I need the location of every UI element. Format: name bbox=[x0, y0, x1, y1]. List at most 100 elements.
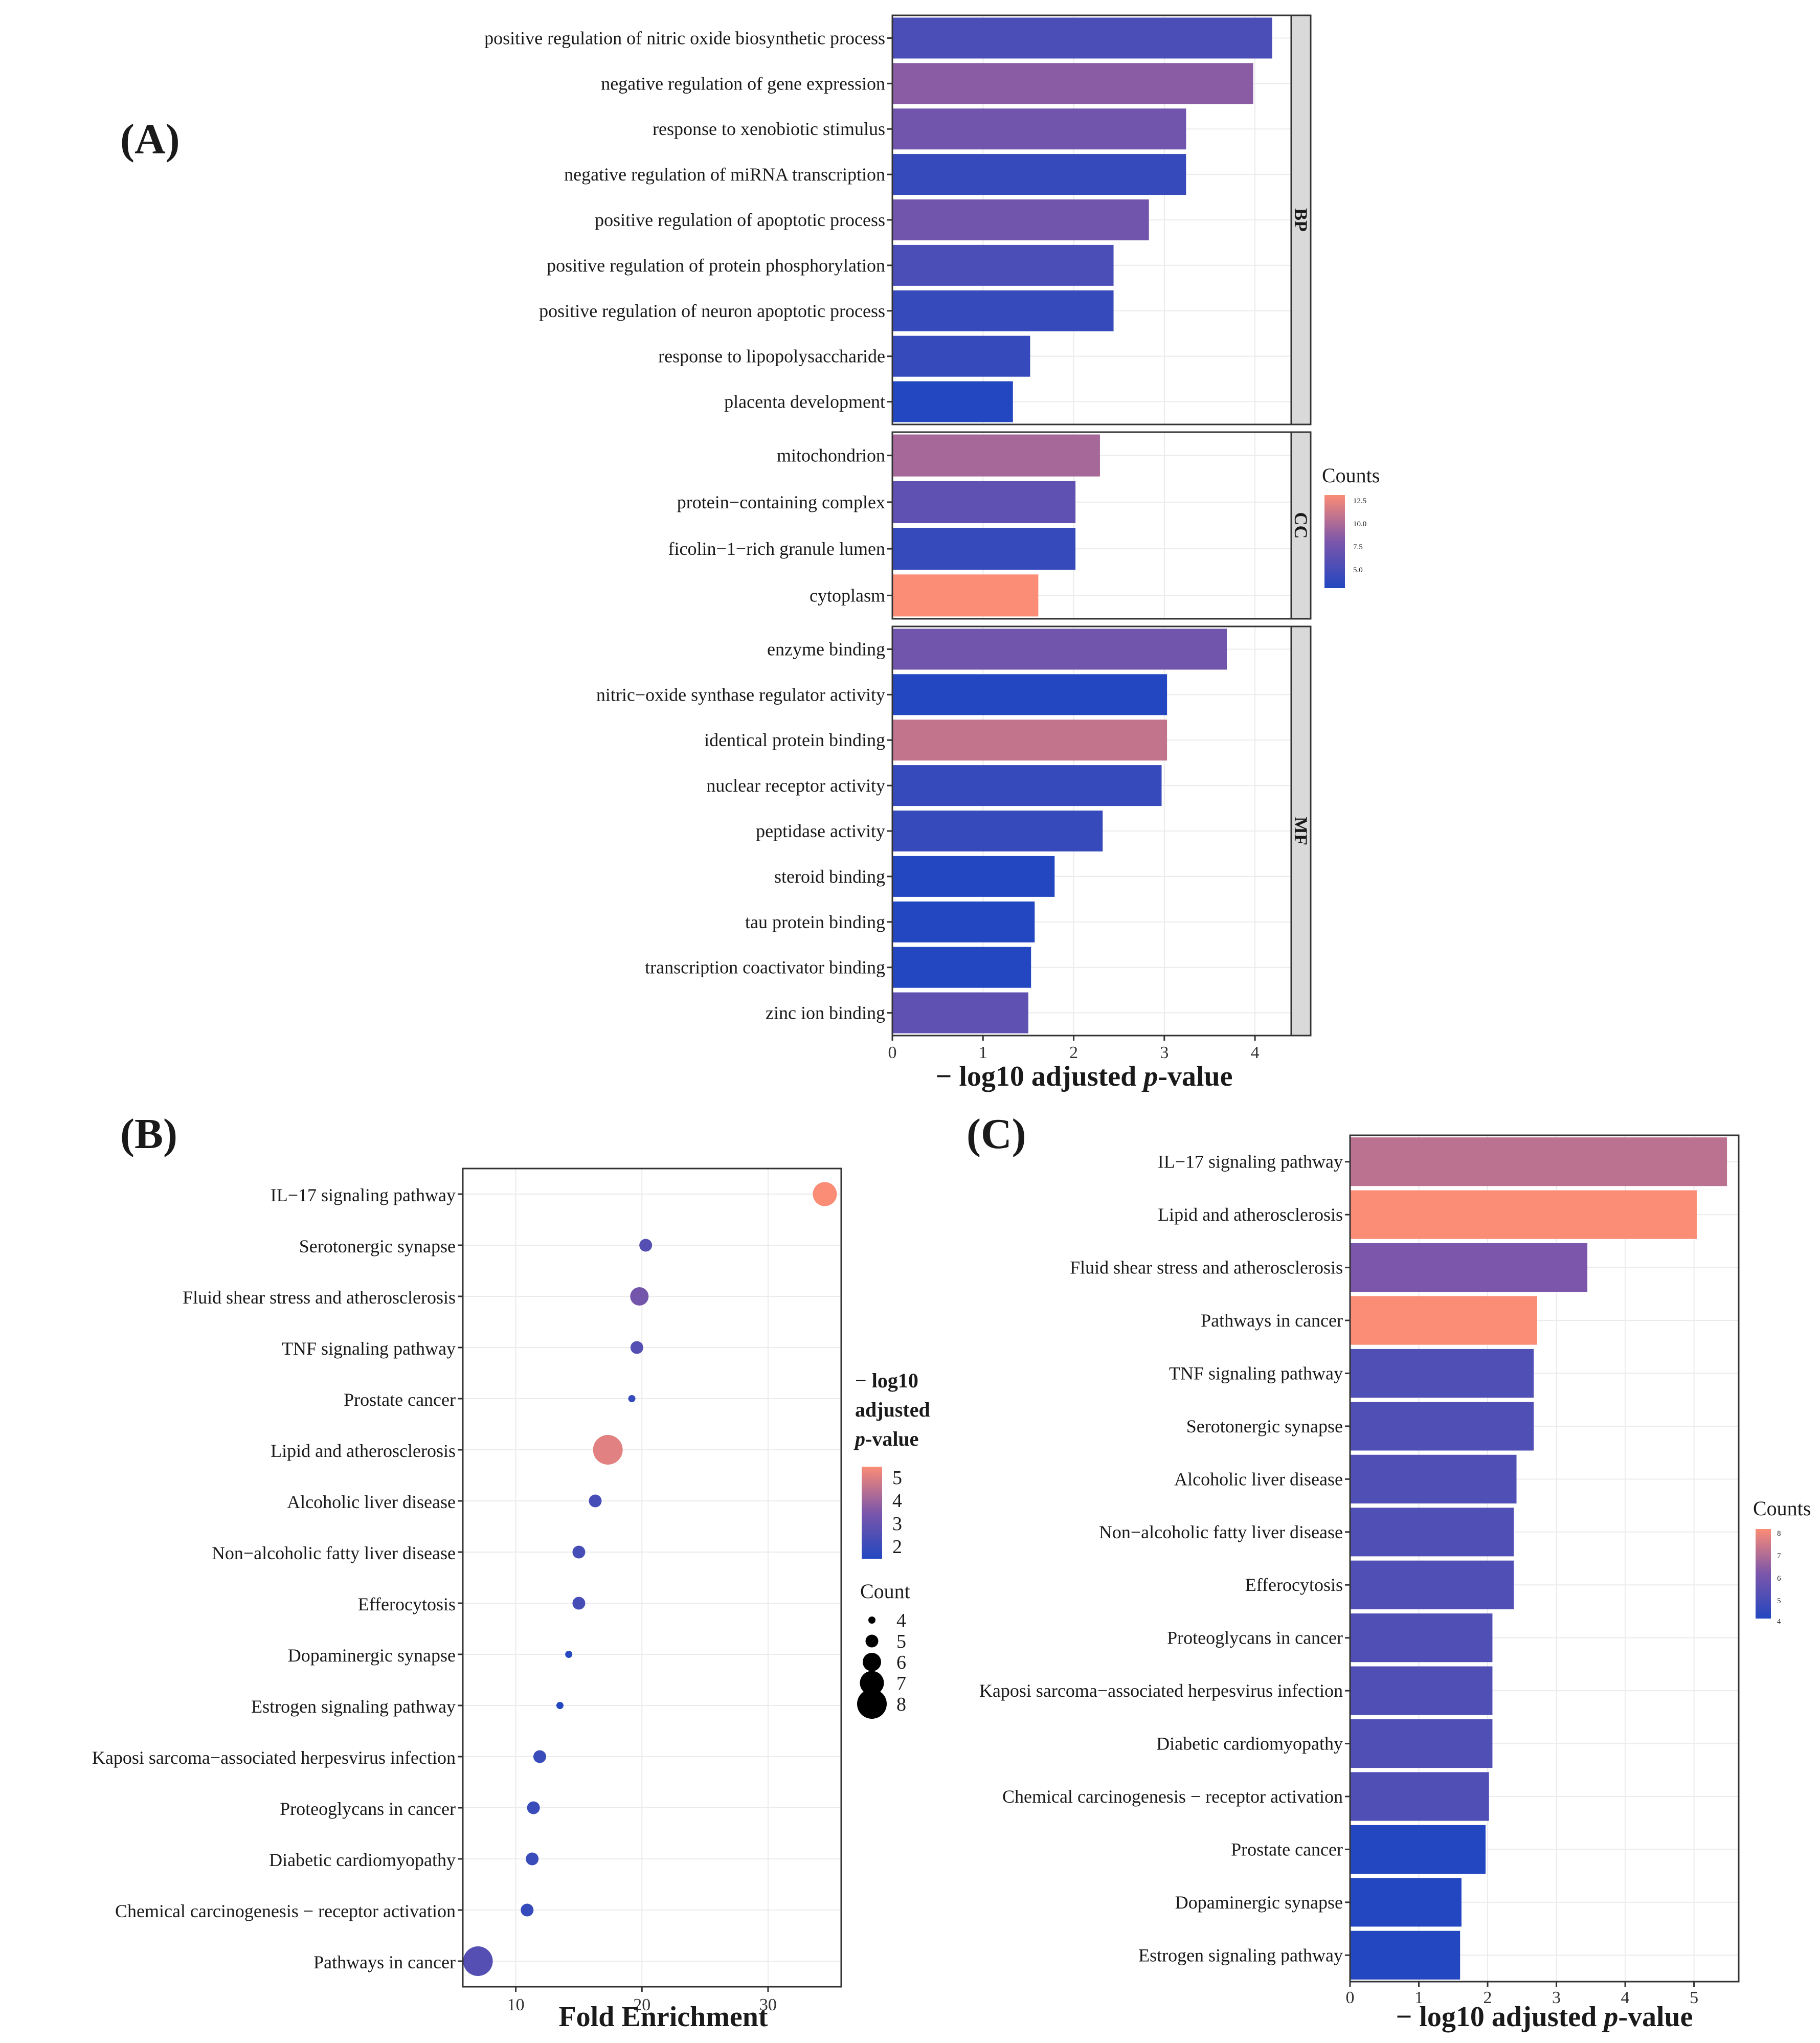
panel-b-point bbox=[639, 1239, 653, 1252]
panel-b-size-legend-dot bbox=[865, 1634, 879, 1648]
panel-c-category-label: Chemical carcinogenesis − receptor activ… bbox=[1002, 1786, 1343, 1807]
panel-a-bar bbox=[892, 244, 1114, 286]
panel-a-category-label: transcription coactivator binding bbox=[645, 957, 885, 978]
panel-b-colorbar bbox=[862, 1467, 882, 1559]
panel-b-size-legend-dot bbox=[868, 1617, 875, 1624]
panel-b-point bbox=[628, 1395, 636, 1402]
panel-a-facet-strip bbox=[1290, 431, 1312, 620]
panel-c-panel-border bbox=[1349, 1134, 1740, 1983]
panel-c-bar bbox=[1350, 1243, 1588, 1292]
panel-a-bar bbox=[892, 856, 1055, 897]
panel-c-letter: (C) bbox=[967, 1110, 1026, 1158]
panel-c-bar bbox=[1350, 1560, 1514, 1609]
panel-a-bar bbox=[892, 290, 1114, 331]
panel-a-category-label: response to xenobiotic stimulus bbox=[653, 119, 885, 139]
panel-b-category-label: Pathways in cancer bbox=[313, 1952, 456, 1972]
panel-c-bar bbox=[1350, 1825, 1486, 1874]
panel-b-category-label: IL−17 signaling pathway bbox=[271, 1185, 456, 1205]
panel-c-legend-tick: 4 bbox=[1777, 1618, 1781, 1626]
panel-a-category-label: ficolin−1−rich granule lumen bbox=[668, 538, 885, 559]
panel-b-x-tick-label: 10 bbox=[507, 1995, 525, 2014]
panel-a-x-tick-label: 4 bbox=[1251, 1043, 1260, 1062]
panel-a-category-label: nitric−oxide synthase regulator activity bbox=[596, 684, 885, 705]
panel-a-bar bbox=[892, 335, 1030, 377]
panel-a-colorbar bbox=[1324, 495, 1345, 588]
panel-b-size-legend-tick: 4 bbox=[896, 1610, 906, 1631]
panel-c-bar bbox=[1350, 1508, 1514, 1557]
panel-a-facet-label: MF bbox=[1291, 817, 1311, 845]
panel-a-legend: Counts 12.5 10.0 7.5 5.0 bbox=[1322, 464, 1380, 588]
panel-b-point bbox=[556, 1702, 564, 1709]
panel-a-category-label: zinc ion binding bbox=[766, 1003, 885, 1023]
panel-a-bar bbox=[892, 992, 1028, 1034]
panel-a-facet-strip bbox=[1290, 14, 1312, 425]
panel-c-category-label: Kaposi sarcoma−associated herpesvirus in… bbox=[979, 1680, 1343, 1701]
panel-a-category-label: positive regulation of nitric oxide bios… bbox=[484, 28, 885, 48]
panel-b-size-legend-tick: 7 bbox=[896, 1673, 906, 1694]
panel-c-bar bbox=[1350, 1454, 1517, 1503]
panel-b-color-legend-tick: 5 bbox=[892, 1467, 902, 1489]
panel-b-letter: (B) bbox=[120, 1110, 177, 1158]
panel-b-panel-border bbox=[462, 1168, 842, 1988]
panel-b-category-label: Prostate cancer bbox=[344, 1389, 456, 1410]
panel-a-bar bbox=[892, 901, 1035, 942]
panel-a-category-label: mitochondrion bbox=[777, 445, 885, 466]
panel-a-facet-label: BP bbox=[1291, 208, 1311, 232]
panel-b-category-label: Fluid shear stress and atherosclerosis bbox=[183, 1287, 456, 1308]
panel-b-plot: IL−17 signaling pathway Serotonergic syna… bbox=[92, 1168, 842, 2014]
panel-b-category-label: Chemical carcinogenesis − receptor activ… bbox=[115, 1901, 456, 1921]
panel-b-category-label: TNF signaling pathway bbox=[282, 1338, 456, 1359]
panel-a-plot: positive regulation of nitric oxide bios… bbox=[484, 14, 1312, 1062]
panel-a-category-label: cytoplasm bbox=[810, 585, 885, 605]
panel-c-legend-tick: 6 bbox=[1777, 1575, 1781, 1583]
panel-c-category-label: Pathways in cancer bbox=[1201, 1310, 1343, 1331]
panel-c-legend: Counts 8 7 6 5 4 bbox=[1753, 1497, 1811, 1626]
panel-c-category-label: Non−alcoholic fatty liver disease bbox=[1099, 1522, 1343, 1542]
panel-a-bar bbox=[892, 528, 1076, 570]
panel-a-bar bbox=[892, 108, 1186, 150]
panel-c-legend-tick: 5 bbox=[1777, 1597, 1781, 1605]
panel-b-point bbox=[565, 1651, 573, 1658]
panel-a-x-axis-title: − log10 adjusted p-value bbox=[935, 1061, 1232, 1092]
panel-c-category-label: Estrogen signaling pathway bbox=[1138, 1945, 1343, 1965]
panel-a-category-label: enzyme binding bbox=[767, 639, 885, 659]
panel-b-category-label: Estrogen signaling pathway bbox=[251, 1696, 456, 1717]
panel-c-x-tick-label: 4 bbox=[1621, 1988, 1630, 2007]
panel-b-color-legend-tick: 4 bbox=[892, 1490, 902, 1512]
panel-c-x-tick-label: 5 bbox=[1690, 1988, 1698, 2007]
panel-b-color-legend-tick: 3 bbox=[892, 1513, 902, 1535]
panel-a-bar bbox=[892, 947, 1031, 988]
panel-a-bar bbox=[892, 628, 1227, 670]
panel-c-category-label: Alcoholic liver disease bbox=[1174, 1469, 1343, 1489]
panel-a-letter: (A) bbox=[120, 116, 180, 163]
panel-a-legend-tick: 7.5 bbox=[1353, 543, 1363, 551]
panel-a-category-label: peptidase activity bbox=[756, 821, 885, 841]
panel-b-size-legend-tick: 8 bbox=[896, 1694, 906, 1715]
panel-c-bar bbox=[1350, 1190, 1697, 1239]
panel-b-color-legend-tick: 2 bbox=[892, 1536, 902, 1558]
panel-a-category-label: negative regulation of miRNA transcripti… bbox=[564, 164, 885, 185]
panel-c-bar bbox=[1350, 1666, 1493, 1715]
panel-b-point bbox=[572, 1597, 586, 1610]
panel-a-x-tick-label: 3 bbox=[1160, 1043, 1169, 1062]
panel-a-legend-tick: 10.0 bbox=[1353, 520, 1366, 528]
panel-b-size-legend-dot bbox=[857, 1689, 887, 1719]
panel-a: (A) positive regulation of nitric oxide … bbox=[120, 14, 1380, 1092]
panel-a-bar bbox=[892, 720, 1167, 761]
panel-a-category-label: nuclear receptor activity bbox=[706, 775, 885, 796]
panel-a-category-label: tau protein binding bbox=[745, 912, 885, 932]
panel-c-category-label: Efferocytosis bbox=[1245, 1575, 1343, 1595]
panel-a-bar bbox=[892, 574, 1039, 617]
panel-a-legend-tick: 5.0 bbox=[1353, 566, 1363, 574]
panel-b-x-tick-label: 20 bbox=[633, 1995, 650, 2014]
panel-c-bar bbox=[1350, 1137, 1727, 1186]
panel-c-category-label: IL−17 signaling pathway bbox=[1158, 1152, 1343, 1172]
panel-c-legend-tick: 8 bbox=[1777, 1530, 1781, 1538]
panel-c-bar bbox=[1350, 1349, 1534, 1398]
panel-b-size-legend-dot bbox=[860, 1671, 884, 1695]
panel-c-category-label: Lipid and atherosclerosis bbox=[1158, 1204, 1343, 1225]
panel-c-bar bbox=[1350, 1402, 1534, 1451]
panel-a-bar bbox=[892, 17, 1272, 59]
panel-c-plot: IL−17 signaling pathway Lipid and atheros… bbox=[979, 1134, 1740, 2007]
